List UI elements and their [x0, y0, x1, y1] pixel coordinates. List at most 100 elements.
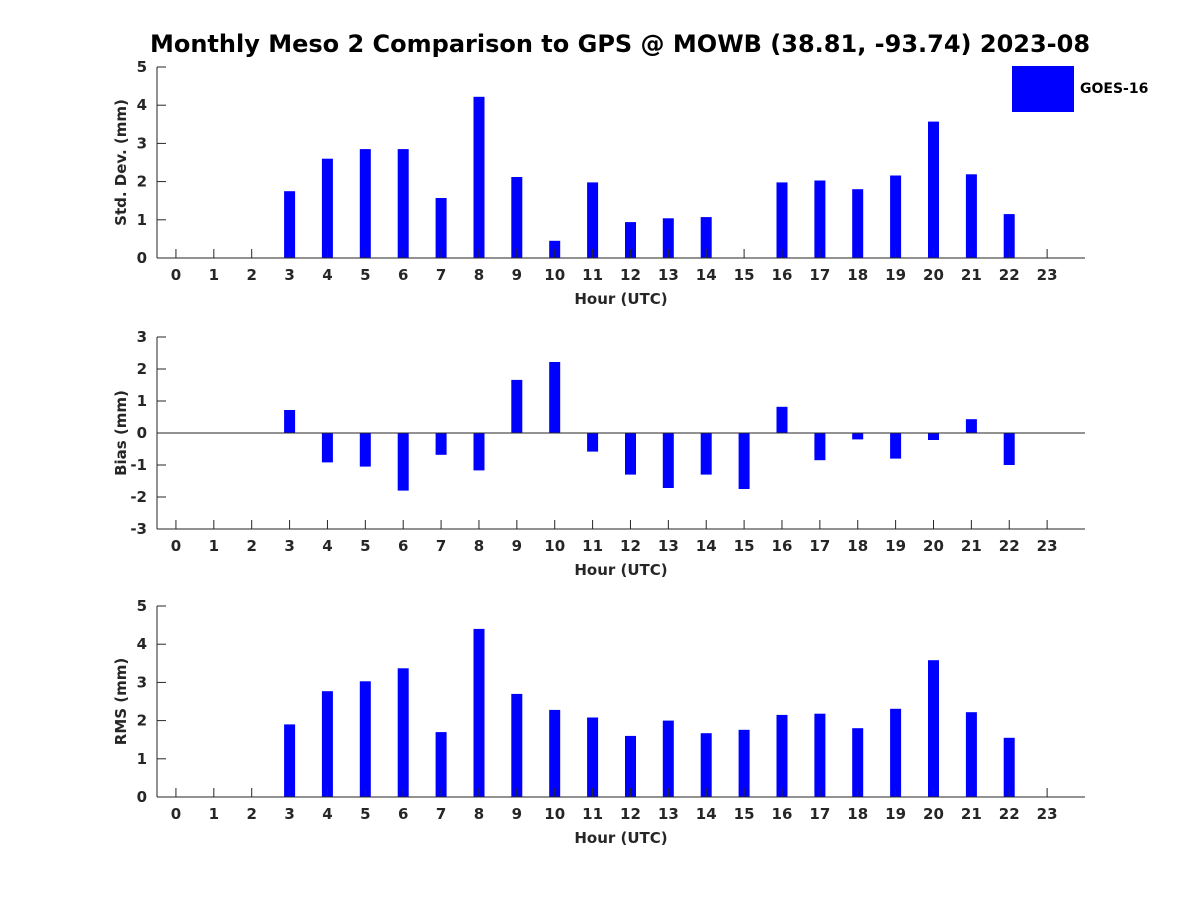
bar-3: [284, 191, 296, 258]
bar-6: [397, 668, 409, 797]
bar-13: [662, 218, 674, 258]
x-tick-label: 6: [398, 537, 408, 555]
bar-16: [776, 406, 788, 433]
x-tick-label: 1: [209, 266, 219, 284]
x-tick-label: 12: [620, 537, 641, 555]
bar-14: [700, 433, 712, 475]
x-tick-label: 21: [961, 266, 982, 284]
y-tick-label: 4: [137, 96, 147, 114]
bar-18: [852, 728, 864, 797]
bar-12: [625, 433, 636, 475]
bar-8: [473, 628, 485, 797]
bar-20: [928, 433, 939, 440]
x-tick-label: 15: [734, 537, 755, 555]
bar-9: [511, 693, 523, 797]
x-tick-label: 13: [658, 537, 679, 555]
bar-13: [662, 720, 674, 797]
x-tick-label: 22: [999, 537, 1020, 555]
x-tick-label: 3: [284, 805, 294, 823]
bar-15: [738, 729, 750, 797]
y-tick-label: 3: [137, 328, 147, 346]
x-tick-label: 9: [512, 266, 522, 284]
legend-swatch: [1012, 66, 1074, 112]
x-axis-label: Hour (UTC): [574, 561, 667, 579]
x-tick-label: 2: [246, 537, 256, 555]
x-tick-label: 4: [322, 537, 332, 555]
x-tick-label: 18: [847, 537, 868, 555]
bar-19: [890, 433, 902, 459]
y-tick-label: -3: [130, 520, 147, 538]
x-tick-label: 18: [847, 266, 868, 284]
bar-5: [359, 433, 371, 467]
x-tick-label: 5: [360, 266, 370, 284]
bar-5: [359, 149, 371, 258]
y-axis-label: Std. Dev. (mm): [112, 99, 130, 226]
bar-4: [321, 691, 333, 797]
y-tick-label: -1: [130, 456, 147, 474]
x-tick-label: 20: [923, 805, 944, 823]
x-axis-label: Hour (UTC): [574, 290, 667, 308]
x-tick-label: 5: [360, 537, 370, 555]
legend-label: GOES-16: [1080, 81, 1149, 97]
bar-3: [284, 724, 296, 797]
x-tick-label: 21: [961, 537, 982, 555]
x-tick-label: 6: [398, 266, 408, 284]
x-tick-label: 8: [474, 537, 484, 555]
x-tick-label: 6: [398, 805, 408, 823]
x-tick-label: 14: [696, 537, 717, 555]
x-tick-label: 7: [436, 537, 446, 555]
x-tick-label: 9: [512, 537, 522, 555]
x-axis-label: Hour (UTC): [574, 829, 667, 847]
bar-19: [890, 175, 902, 258]
legend: GOES-16: [1012, 66, 1148, 112]
x-tick-label: 12: [620, 805, 641, 823]
y-tick-label: 1: [137, 392, 147, 410]
y-tick-label: 1: [137, 750, 147, 768]
x-tick-label: 11: [582, 537, 603, 555]
bar-21: [965, 712, 977, 797]
bar-18: [852, 433, 864, 440]
y-tick-label: 0: [137, 788, 147, 806]
bar-13: [662, 433, 674, 488]
x-tick-label: 11: [582, 266, 603, 284]
bar-20: [928, 660, 939, 797]
bar-14: [700, 733, 712, 797]
x-tick-label: 15: [734, 805, 755, 823]
bar-6: [397, 149, 409, 258]
x-tick-label: 22: [999, 805, 1020, 823]
bar-17: [814, 433, 826, 461]
bar-15: [738, 433, 750, 489]
x-tick-label: 2: [246, 805, 256, 823]
y-tick-label: 0: [137, 249, 147, 267]
x-tick-label: 23: [1037, 266, 1058, 284]
bar-14: [700, 217, 712, 258]
bar-12: [625, 222, 636, 258]
x-tick-label: 16: [772, 537, 793, 555]
bar-16: [776, 182, 788, 258]
x-tick-label: 15: [734, 266, 755, 284]
x-tick-label: 1: [209, 805, 219, 823]
x-tick-label: 4: [322, 805, 332, 823]
bar-5: [359, 681, 371, 797]
bar-17: [814, 713, 826, 797]
x-tick-label: 13: [658, 805, 679, 823]
x-tick-label: 17: [809, 537, 830, 555]
x-tick-label: 17: [809, 805, 830, 823]
bar-4: [321, 433, 333, 463]
x-tick-label: 13: [658, 266, 679, 284]
x-tick-label: 12: [620, 266, 641, 284]
x-tick-label: 8: [474, 805, 484, 823]
x-tick-label: 5: [360, 805, 370, 823]
bar-10: [549, 709, 561, 797]
x-tick-label: 16: [772, 266, 793, 284]
y-tick-label: 2: [137, 712, 147, 730]
bar-22: [1003, 737, 1015, 797]
y-tick-label: 0: [137, 424, 147, 442]
bar-4: [321, 158, 333, 258]
bar-22: [1003, 433, 1015, 465]
bar-11: [587, 433, 599, 452]
x-tick-label: 18: [847, 805, 868, 823]
x-tick-label: 20: [923, 537, 944, 555]
bar-7: [435, 433, 447, 455]
x-tick-label: 7: [436, 266, 446, 284]
